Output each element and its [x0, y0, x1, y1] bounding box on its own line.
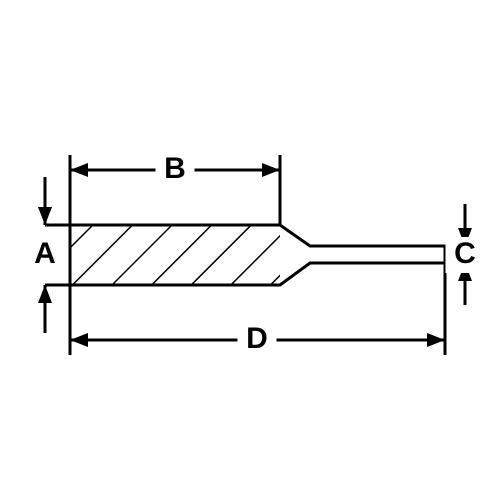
dim-label-c: C [454, 237, 476, 270]
hatched-body [70, 225, 280, 285]
arrowhead [427, 333, 445, 347]
arrowhead [70, 333, 88, 347]
arrowhead [262, 163, 280, 177]
dim-label-d: D [246, 322, 268, 355]
arrowhead [70, 163, 88, 177]
dim-label-a: A [34, 237, 56, 270]
dim-label-b: B [164, 152, 186, 185]
arrowhead [38, 207, 52, 225]
arrowhead [38, 285, 52, 303]
